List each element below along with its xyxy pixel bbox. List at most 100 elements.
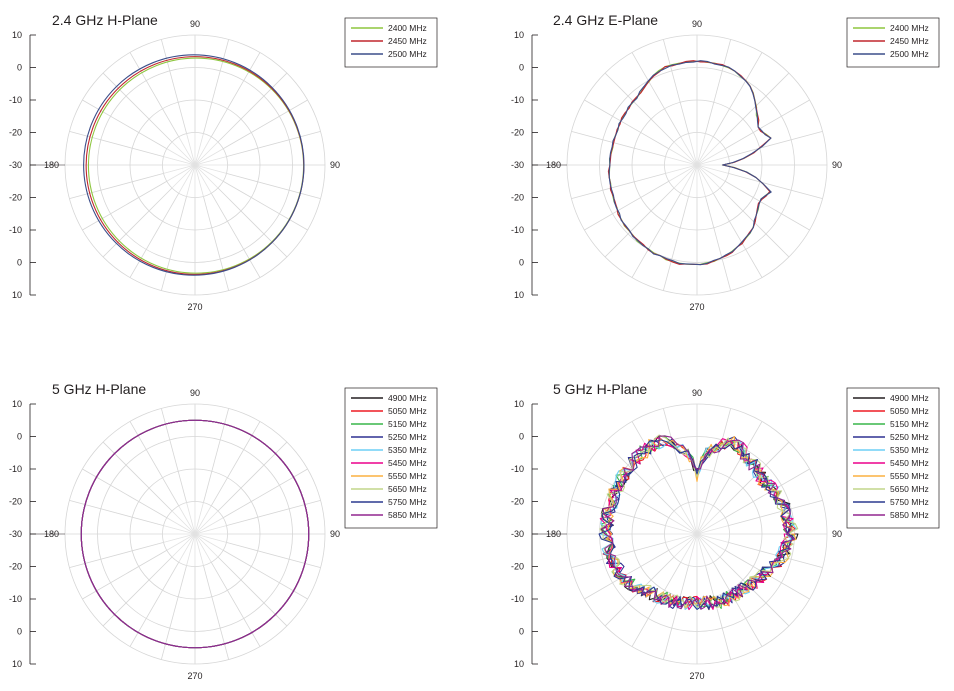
radial-tick-label: -20 — [9, 193, 22, 203]
grid-spoke — [210, 192, 261, 278]
grid-spoke — [69, 130, 164, 157]
grid-spoke — [571, 130, 666, 157]
angle-label-right: 90 — [330, 160, 340, 170]
radial-axis: 10 0 -10 -20 -30 -20 -10 0 10 — [511, 399, 567, 669]
legend-box — [846, 17, 940, 68]
angle-label-bottom: 270 — [689, 302, 704, 312]
radial-tick-label: 0 — [519, 432, 524, 442]
grid-spoke — [226, 130, 321, 157]
radial-tick-label: 0 — [519, 63, 524, 73]
grid-spoke — [712, 52, 763, 138]
radial-tick-label: 10 — [12, 399, 22, 409]
grid-spoke — [712, 561, 763, 647]
legend-label: 5650 MHz — [388, 484, 427, 494]
series-line — [80, 419, 310, 649]
radial-tick-label: 0 — [17, 432, 22, 442]
grid-spoke — [160, 39, 187, 134]
grid-spoke — [82, 180, 168, 231]
radial-tick-label: 0 — [519, 258, 524, 268]
legend-label: 5650 MHz — [890, 484, 929, 494]
legend-label: 2450 MHz — [388, 36, 427, 46]
grid-spoke — [719, 441, 790, 512]
radial-tick-label: 10 — [12, 30, 22, 40]
series-line — [83, 54, 305, 276]
grid-spoke — [662, 39, 689, 134]
grid-spoke — [631, 52, 682, 138]
grid-spoke — [571, 499, 666, 526]
grid-spoke — [571, 542, 666, 569]
legend-label: 5150 MHz — [890, 419, 929, 429]
legend-label: 5450 MHz — [890, 458, 929, 468]
angle-label-bottom: 270 — [187, 671, 202, 681]
angle-label-right: 90 — [832, 529, 842, 539]
angle-label-top: 90 — [190, 388, 200, 398]
grid-spoke — [217, 187, 288, 258]
chart-title: 5 GHz H-Plane — [553, 381, 647, 397]
grid-spoke — [160, 196, 187, 291]
grid-spoke-inner — [163, 156, 227, 174]
grid-spoke-inner — [665, 525, 729, 543]
radial-tick-label: 10 — [12, 290, 22, 300]
radial-tick-label: 10 — [514, 290, 524, 300]
radial-tick-label: -20 — [511, 562, 524, 572]
radial-tick-label: 0 — [17, 63, 22, 73]
radial-tick-label: 0 — [17, 627, 22, 637]
grid-spoke — [728, 499, 823, 526]
legend-label: 5150 MHz — [388, 419, 427, 429]
grid-spoke — [724, 180, 810, 231]
radial-tick-label: 10 — [12, 659, 22, 669]
grid-spoke — [82, 99, 168, 150]
radial-tick-label: -10 — [9, 464, 22, 474]
grid-spoke — [719, 556, 790, 627]
grid-spoke — [222, 99, 308, 150]
series-group — [83, 54, 305, 276]
legend-label: 5450 MHz — [388, 458, 427, 468]
grid-spoke — [728, 130, 823, 157]
angle-label-top: 90 — [692, 388, 702, 398]
legend-label: 4900 MHz — [890, 393, 929, 403]
radial-tick-label: 10 — [514, 30, 524, 40]
legend-label: 5350 MHz — [890, 445, 929, 455]
grid-spoke — [226, 173, 321, 200]
grid-spoke-inner — [163, 525, 227, 543]
grid-spoke — [705, 196, 732, 291]
series-group — [80, 419, 310, 649]
grid-spoke — [705, 565, 732, 660]
legend-label: 2450 MHz — [890, 36, 929, 46]
grid-spoke — [102, 187, 173, 258]
chart-title: 2.4 GHz H-Plane — [52, 12, 158, 28]
legend-label: 5850 MHz — [388, 510, 427, 520]
radial-tick-label: -30 — [511, 529, 524, 539]
radial-axis: 10 0 -10 -20 -30 -20 -10 0 10 — [9, 399, 65, 669]
grid-spoke — [584, 180, 670, 231]
radial-axis: 10 0 -10 -20 -30 -20 -10 0 10 — [511, 30, 567, 300]
grid-spoke — [203, 39, 230, 134]
grid-spoke — [719, 72, 790, 143]
radial-tick-label: -10 — [511, 594, 524, 604]
grid-spoke — [604, 187, 675, 258]
angle-label-bottom: 270 — [689, 671, 704, 681]
chart-title: 2.4 GHz E-Plane — [553, 12, 658, 28]
polar-grid — [566, 34, 828, 296]
radial-tick-label: -10 — [511, 225, 524, 235]
legend-label: 5750 MHz — [890, 497, 929, 507]
grid-spoke — [604, 556, 675, 627]
radial-tick-label: -20 — [511, 128, 524, 138]
polar-grid — [566, 403, 828, 665]
grid-spoke — [662, 408, 689, 503]
angle-label-right: 90 — [832, 160, 842, 170]
legend-label: 5550 MHz — [388, 471, 427, 481]
grid-spoke — [584, 549, 670, 600]
radial-axis: 10 0 -10 -20 -30 -20 -10 0 10 — [9, 30, 65, 300]
grid-spoke — [662, 565, 689, 660]
series-line — [608, 60, 772, 266]
grid-spoke — [129, 52, 180, 138]
radial-tick-label: 10 — [514, 659, 524, 669]
angle-label-bottom: 270 — [187, 302, 202, 312]
legend-label: 5050 MHz — [890, 406, 929, 416]
radial-tick-label: -20 — [9, 128, 22, 138]
polar-chart-3: 5 GHz H-Plane 10 0 -10 -20 -30 -20 -10 0 10 90 270 1… — [9, 381, 438, 681]
angle-label-right: 90 — [330, 529, 340, 539]
radial-tick-label: 0 — [519, 627, 524, 637]
